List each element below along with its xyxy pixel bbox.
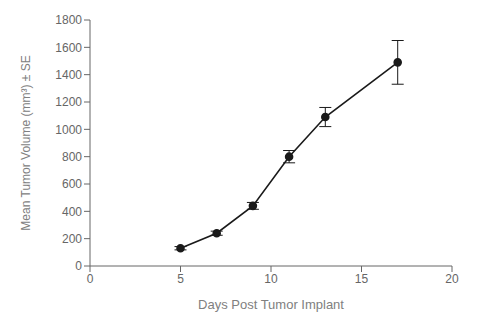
svg-text:400: 400: [62, 205, 82, 219]
svg-text:Mean Tumor Volume (mm³) ± SE: Mean Tumor Volume (mm³) ± SE: [19, 55, 33, 230]
svg-text:0: 0: [75, 259, 82, 273]
svg-text:10: 10: [264, 272, 278, 286]
svg-text:200: 200: [62, 232, 82, 246]
svg-text:800: 800: [62, 150, 82, 164]
svg-text:1400: 1400: [55, 68, 82, 82]
svg-text:600: 600: [62, 177, 82, 191]
svg-text:5: 5: [177, 272, 184, 286]
svg-text:20: 20: [445, 272, 459, 286]
svg-text:1800: 1800: [55, 13, 82, 27]
svg-text:Days Post Tumor Implant: Days Post Tumor Implant: [198, 297, 344, 312]
svg-text:1600: 1600: [55, 41, 82, 55]
svg-text:1200: 1200: [55, 95, 82, 109]
svg-text:0: 0: [87, 272, 94, 286]
svg-text:1000: 1000: [55, 123, 82, 137]
svg-text:15: 15: [355, 272, 369, 286]
